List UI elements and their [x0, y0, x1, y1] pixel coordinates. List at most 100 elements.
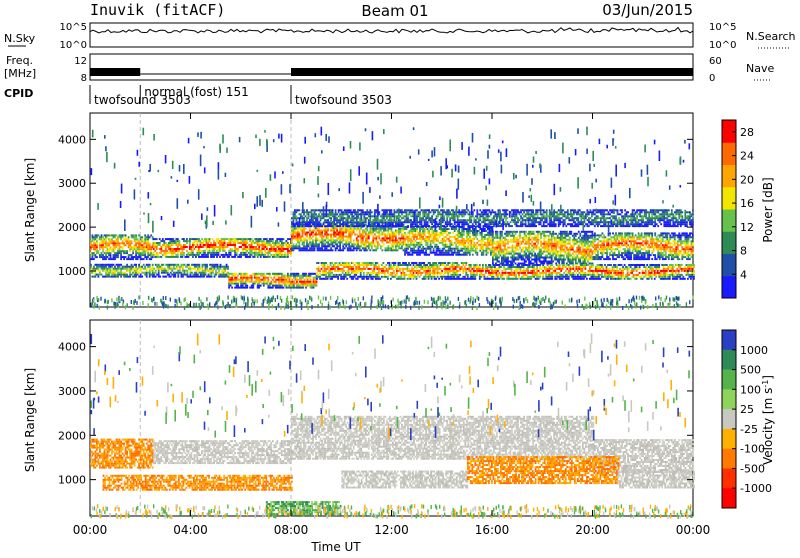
power-cell — [653, 250, 655, 252]
power-cell — [525, 261, 527, 263]
power-cell — [407, 266, 409, 268]
power-cell — [669, 238, 671, 240]
power-cell — [662, 238, 664, 240]
power-cell — [335, 236, 337, 238]
power-cell — [692, 252, 694, 254]
power-cell — [446, 230, 448, 232]
power-cell — [416, 230, 418, 232]
power-cell — [319, 272, 321, 274]
power-cell — [258, 246, 260, 248]
power-cell — [125, 236, 127, 238]
power-cell — [425, 250, 427, 252]
power-cell — [623, 258, 625, 260]
power-cell — [234, 275, 236, 277]
power-cell — [337, 278, 339, 280]
power-cell — [473, 242, 475, 244]
power-cell — [360, 274, 362, 276]
power-cell — [653, 240, 655, 242]
power-cell — [481, 228, 483, 230]
power-cell — [381, 272, 383, 274]
power-cell — [685, 250, 687, 252]
power-cell — [138, 250, 140, 252]
power-cell — [692, 238, 694, 240]
power-cell — [96, 246, 98, 248]
power-cell — [318, 274, 320, 276]
power-cell — [412, 232, 414, 234]
power-cell — [671, 242, 673, 244]
power-cell — [357, 241, 359, 243]
power-cell — [674, 244, 676, 246]
power-cell — [119, 248, 121, 250]
power-cell — [602, 244, 604, 246]
power-cell — [102, 250, 104, 252]
power-cell — [572, 247, 574, 249]
power-cell — [555, 233, 557, 235]
power-cell — [425, 252, 427, 254]
power-cell — [303, 243, 305, 245]
power-cell — [437, 238, 439, 240]
power-cell — [283, 250, 285, 252]
power-cell — [207, 254, 209, 256]
power-cell — [648, 250, 650, 252]
power-cell — [246, 287, 248, 289]
power-cell — [340, 276, 342, 278]
power-cell — [561, 251, 563, 253]
power-cell — [312, 241, 314, 243]
power-cell — [624, 258, 626, 260]
freq-tick-bottom: 8 — [81, 73, 87, 84]
power-cell — [683, 240, 685, 242]
power-cell — [183, 248, 185, 250]
power-cell — [301, 279, 303, 281]
power-cell — [593, 242, 595, 244]
power-cell — [561, 259, 563, 261]
power-cell — [407, 242, 409, 244]
power-cell — [281, 281, 283, 283]
power-cell — [258, 277, 260, 279]
power-cell — [308, 245, 310, 247]
power-cell — [424, 230, 426, 232]
power-cell — [105, 238, 107, 240]
power-cell — [237, 250, 239, 252]
power-cell — [528, 237, 530, 239]
power-cell — [582, 237, 584, 239]
power-cell — [614, 252, 616, 254]
power-cell — [427, 242, 429, 244]
power-cell — [272, 279, 274, 281]
power-cell — [150, 250, 152, 252]
power-cell — [301, 285, 303, 287]
power-cell — [552, 261, 554, 263]
nsky-trace — [90, 28, 693, 34]
power-cell — [165, 254, 167, 256]
power-cell — [688, 242, 690, 244]
power-cell — [561, 233, 563, 235]
power-cell — [275, 248, 277, 250]
power-cell — [325, 262, 327, 264]
power-cell — [651, 236, 653, 238]
power-cell — [413, 238, 415, 240]
power-cell — [299, 234, 301, 236]
power-cell — [236, 252, 238, 254]
power-cell — [303, 230, 305, 232]
power-cell — [597, 252, 599, 254]
power-cell — [258, 242, 260, 244]
power-cell — [492, 231, 494, 233]
power-cell — [363, 266, 365, 268]
power-cell — [331, 278, 333, 280]
power-cell — [413, 268, 415, 270]
power-cell — [254, 283, 256, 285]
power-cell — [463, 232, 465, 234]
power-cell — [281, 244, 283, 246]
power-cell — [662, 254, 664, 256]
power-cell — [528, 241, 530, 243]
power-cell — [506, 249, 508, 251]
power-cell — [609, 234, 611, 236]
power-cell — [421, 244, 423, 246]
power-cell — [360, 276, 362, 278]
power-cell — [404, 254, 406, 256]
power-cell — [451, 242, 453, 244]
power-cell — [660, 250, 662, 252]
power-cell — [110, 246, 112, 248]
power-cell — [578, 237, 580, 239]
power-cell — [531, 253, 533, 255]
power-cell — [430, 244, 432, 246]
